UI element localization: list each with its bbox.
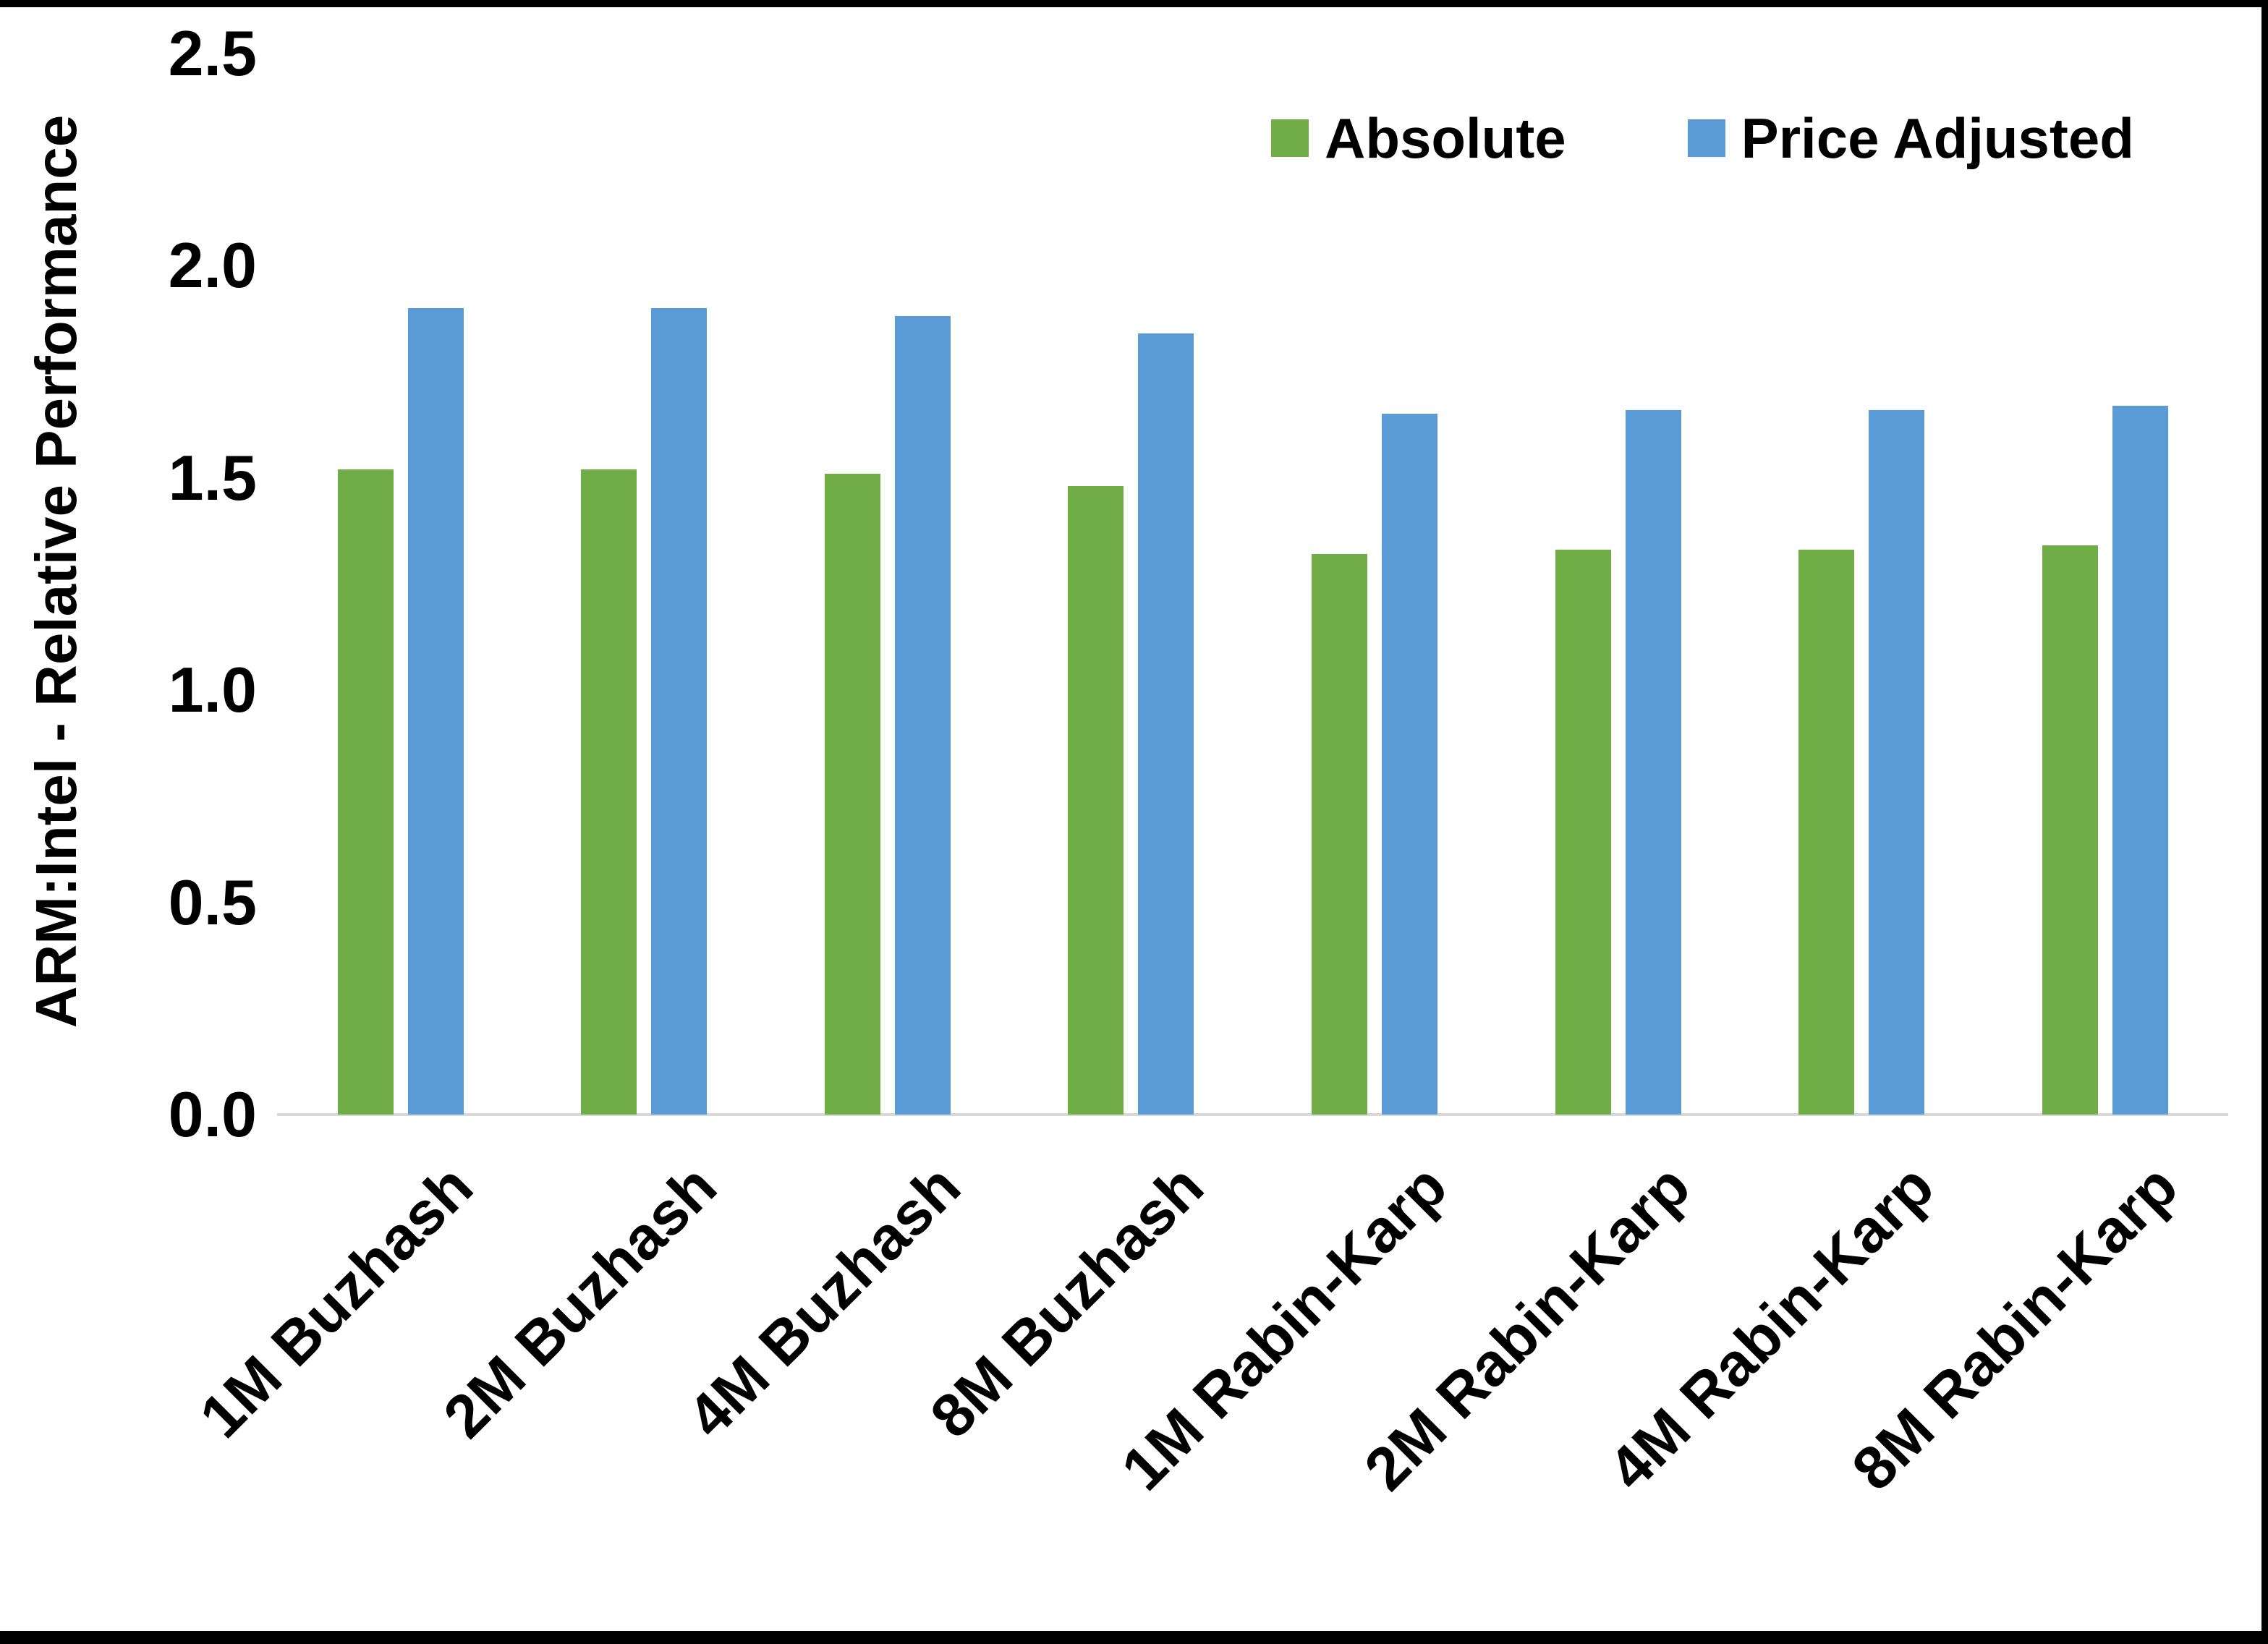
- y-tick-label: 1.5: [168, 441, 257, 514]
- bar-absolute: [1555, 550, 1611, 1115]
- bar-price-adjusted: [1382, 414, 1437, 1115]
- chart-legend: Absolute Price Adjusted: [1271, 110, 2134, 166]
- legend-label: Absolute: [1325, 106, 1566, 170]
- legend-item: Absolute: [1271, 110, 1566, 166]
- bar-absolute: [2042, 545, 2098, 1115]
- bar-absolute: [1312, 554, 1367, 1115]
- legend-item: Price Adjusted: [1687, 106, 2134, 170]
- bar-absolute: [825, 474, 880, 1115]
- y-tick-label: 1.0: [168, 654, 257, 725]
- legend-label: Price Adjusted: [1741, 106, 2134, 170]
- screenshot-border-right: [2261, 0, 2268, 1644]
- bar-absolute: [581, 469, 637, 1115]
- legend-swatch-icon: [1271, 119, 1309, 157]
- legend-swatch-icon: [1687, 119, 1725, 157]
- bar-absolute: [338, 469, 394, 1115]
- bar-price-adjusted: [1626, 410, 1681, 1115]
- bar-price-adjusted: [895, 316, 951, 1115]
- bar-absolute: [1068, 486, 1124, 1115]
- bar-price-adjusted: [2112, 406, 2168, 1115]
- bar-price-adjusted: [1138, 333, 1194, 1115]
- y-tick-label: 0.5: [168, 866, 257, 938]
- bar-price-adjusted: [408, 308, 464, 1115]
- bar-absolute: [1798, 550, 1854, 1115]
- screenshot-border-top: [0, 0, 2268, 7]
- y-tick-label: 2.0: [168, 229, 257, 301]
- y-tick-label: 2.5: [168, 17, 257, 89]
- bar-price-adjusted: [651, 308, 707, 1115]
- screenshot-border-bottom: [0, 1631, 2268, 1644]
- bar-price-adjusted: [1869, 410, 1924, 1115]
- x-axis-line: [277, 1113, 2228, 1116]
- y-tick-label: 0.0: [168, 1078, 257, 1150]
